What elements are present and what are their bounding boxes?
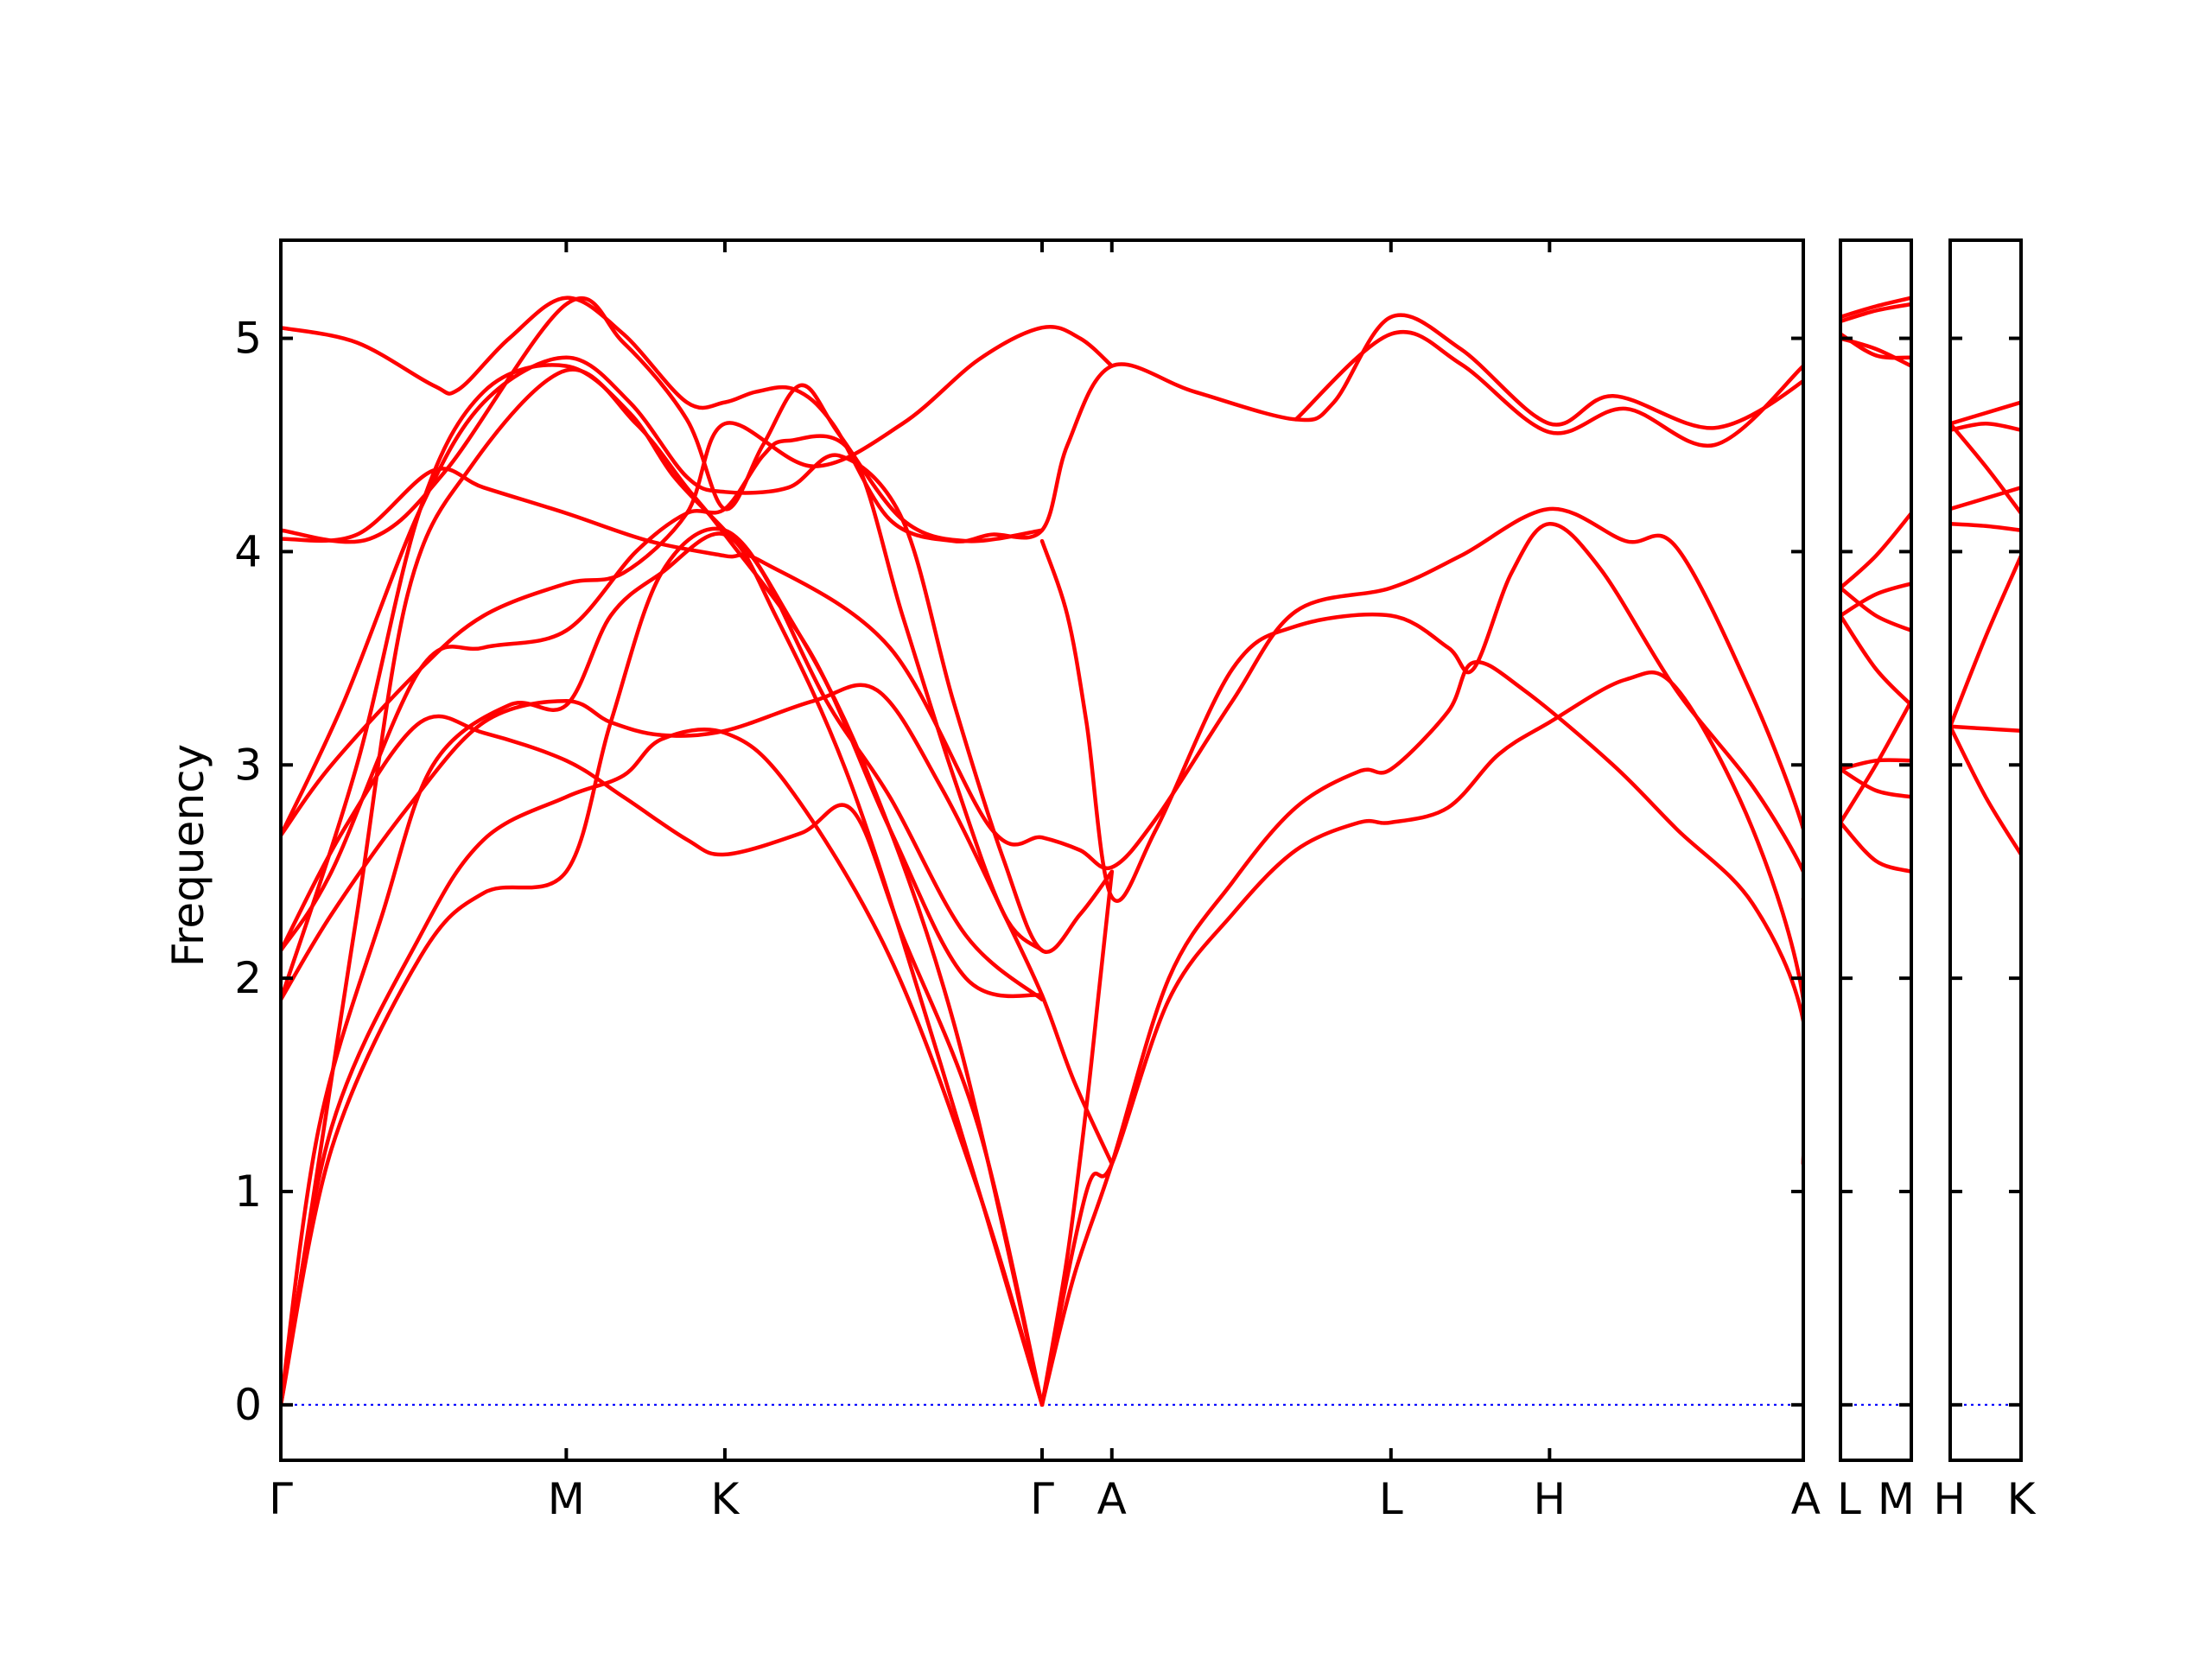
y-tick-label: 3 — [234, 740, 262, 790]
phonon-band-1 — [1840, 296, 1911, 320]
phonon-band-17 — [1039, 670, 1803, 1408]
bands-L-M — [1840, 296, 1911, 874]
phonon-band-14 — [281, 531, 1045, 1408]
phonon-band-5 — [1950, 522, 2021, 532]
y-tick-label: 1 — [234, 1166, 262, 1217]
x-tick-label: Γ — [269, 1474, 293, 1524]
phonon-band-8 — [1950, 724, 2021, 857]
phonon-band-6 — [1840, 582, 1911, 618]
phonon-band-1 — [1950, 400, 2021, 426]
y-tick-label: 0 — [234, 1380, 262, 1430]
phonon-band-12 — [1840, 820, 1911, 874]
phonon-band-6 — [1950, 724, 2021, 734]
phonon-band-5 — [1840, 511, 1911, 590]
phonon-band-2 — [1840, 302, 1911, 324]
phonon-band-9 — [1840, 758, 1911, 772]
phonon-band-8 — [1840, 613, 1911, 708]
phonon-band-10 — [1840, 766, 1911, 799]
phonon-band-15 — [281, 367, 1045, 1408]
phonon-band-7 — [1950, 554, 2021, 729]
phonon-band-13 — [281, 526, 1045, 1408]
phonon-band-7 — [1840, 586, 1911, 632]
bands-main — [281, 296, 1803, 1408]
x-tick-label: L — [1837, 1474, 1861, 1524]
phonon-band-3 — [1294, 329, 1803, 448]
plot-frame — [1839, 238, 1913, 1462]
plot-frame — [1948, 238, 2023, 1462]
phonon-band-11 — [1840, 698, 1911, 825]
x-tick-label: K — [711, 1474, 741, 1524]
y-tick-label: 5 — [234, 314, 262, 364]
x-tick-label: A — [1097, 1474, 1127, 1524]
x-tick-label: M — [548, 1474, 585, 1524]
phonon-band-12 — [281, 728, 1045, 1408]
phonon-band-16 — [1039, 659, 1803, 1408]
phonon-band-5 — [281, 355, 1115, 954]
phonon-band-10 — [281, 714, 1045, 1408]
x-tick-label: Γ — [1030, 1474, 1054, 1524]
y-axis-label: Frequency — [163, 744, 213, 967]
phonon-band-3 — [1950, 422, 2021, 516]
x-tick-label: K — [2007, 1474, 2037, 1524]
x-tick-label: H — [1534, 1474, 1567, 1524]
bands-H-K — [1950, 400, 2021, 857]
y-tick-label: 2 — [234, 953, 262, 1003]
phonon-band-11 — [281, 683, 1115, 1166]
phonon-band-4 — [281, 467, 1803, 871]
phonon-band-6 — [281, 363, 1045, 1002]
x-tick-label: A — [1791, 1474, 1821, 1524]
x-tick-label: H — [1933, 1474, 1966, 1524]
x-tick-label: M — [1878, 1474, 1915, 1524]
phonon-band-18 — [1039, 869, 1115, 1408]
phonon-band-1 — [281, 296, 1803, 543]
plot-frame — [279, 238, 1805, 1462]
x-tick-label: L — [1379, 1474, 1403, 1524]
phonon-band-4 — [1840, 336, 1911, 368]
phonon-band-4 — [1950, 486, 2021, 512]
phonon-band-8 — [281, 324, 1115, 837]
y-tick-label: 4 — [234, 526, 262, 576]
phonon-band-2 — [1950, 422, 2021, 432]
